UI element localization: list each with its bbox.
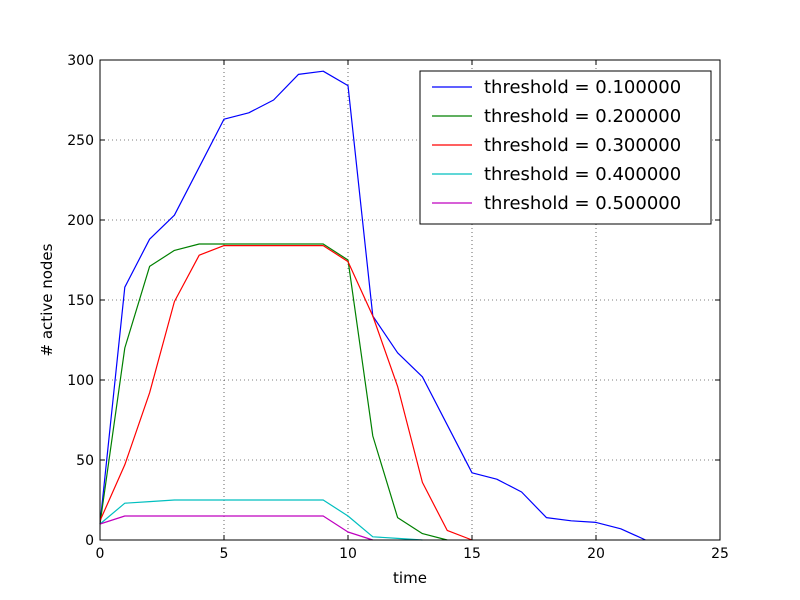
legend-label-1: threshold = 0.100000 <box>484 77 681 98</box>
legend-box <box>419 70 712 225</box>
y-tick-label: 0 <box>85 533 94 549</box>
x-tick-label: 0 <box>96 546 105 562</box>
y-tick-label: 300 <box>67 53 94 69</box>
series-line-4 <box>99 499 423 541</box>
legend-label-4: threshold = 0.400000 <box>484 164 681 185</box>
y-tick-label: 150 <box>67 293 94 309</box>
y-tick-label: 100 <box>67 373 94 389</box>
y-axis-label: # active nodes <box>38 243 56 356</box>
series-layer <box>99 70 646 541</box>
series-line-2 <box>99 243 448 541</box>
x-tick-label: 15 <box>463 546 481 562</box>
legend-label-5: threshold = 0.500000 <box>484 193 681 214</box>
y-tick-label: 200 <box>67 213 94 229</box>
y-tick-label: 250 <box>67 133 94 149</box>
y-tick-label: 50 <box>76 453 94 469</box>
x-tick-label: 20 <box>587 546 605 562</box>
x-tick-label: 5 <box>220 546 229 562</box>
x-axis-label: time <box>393 569 427 587</box>
legend: threshold = 0.100000 threshold = 0.200000… <box>419 70 712 225</box>
x-tick-label: 25 <box>711 546 729 562</box>
legend-label-2: threshold = 0.200000 <box>484 106 681 127</box>
x-tick-label: 10 <box>339 546 357 562</box>
series-line-3 <box>99 245 473 541</box>
series-line-5 <box>99 515 373 541</box>
legend-label-3: threshold = 0.300000 <box>484 135 681 156</box>
